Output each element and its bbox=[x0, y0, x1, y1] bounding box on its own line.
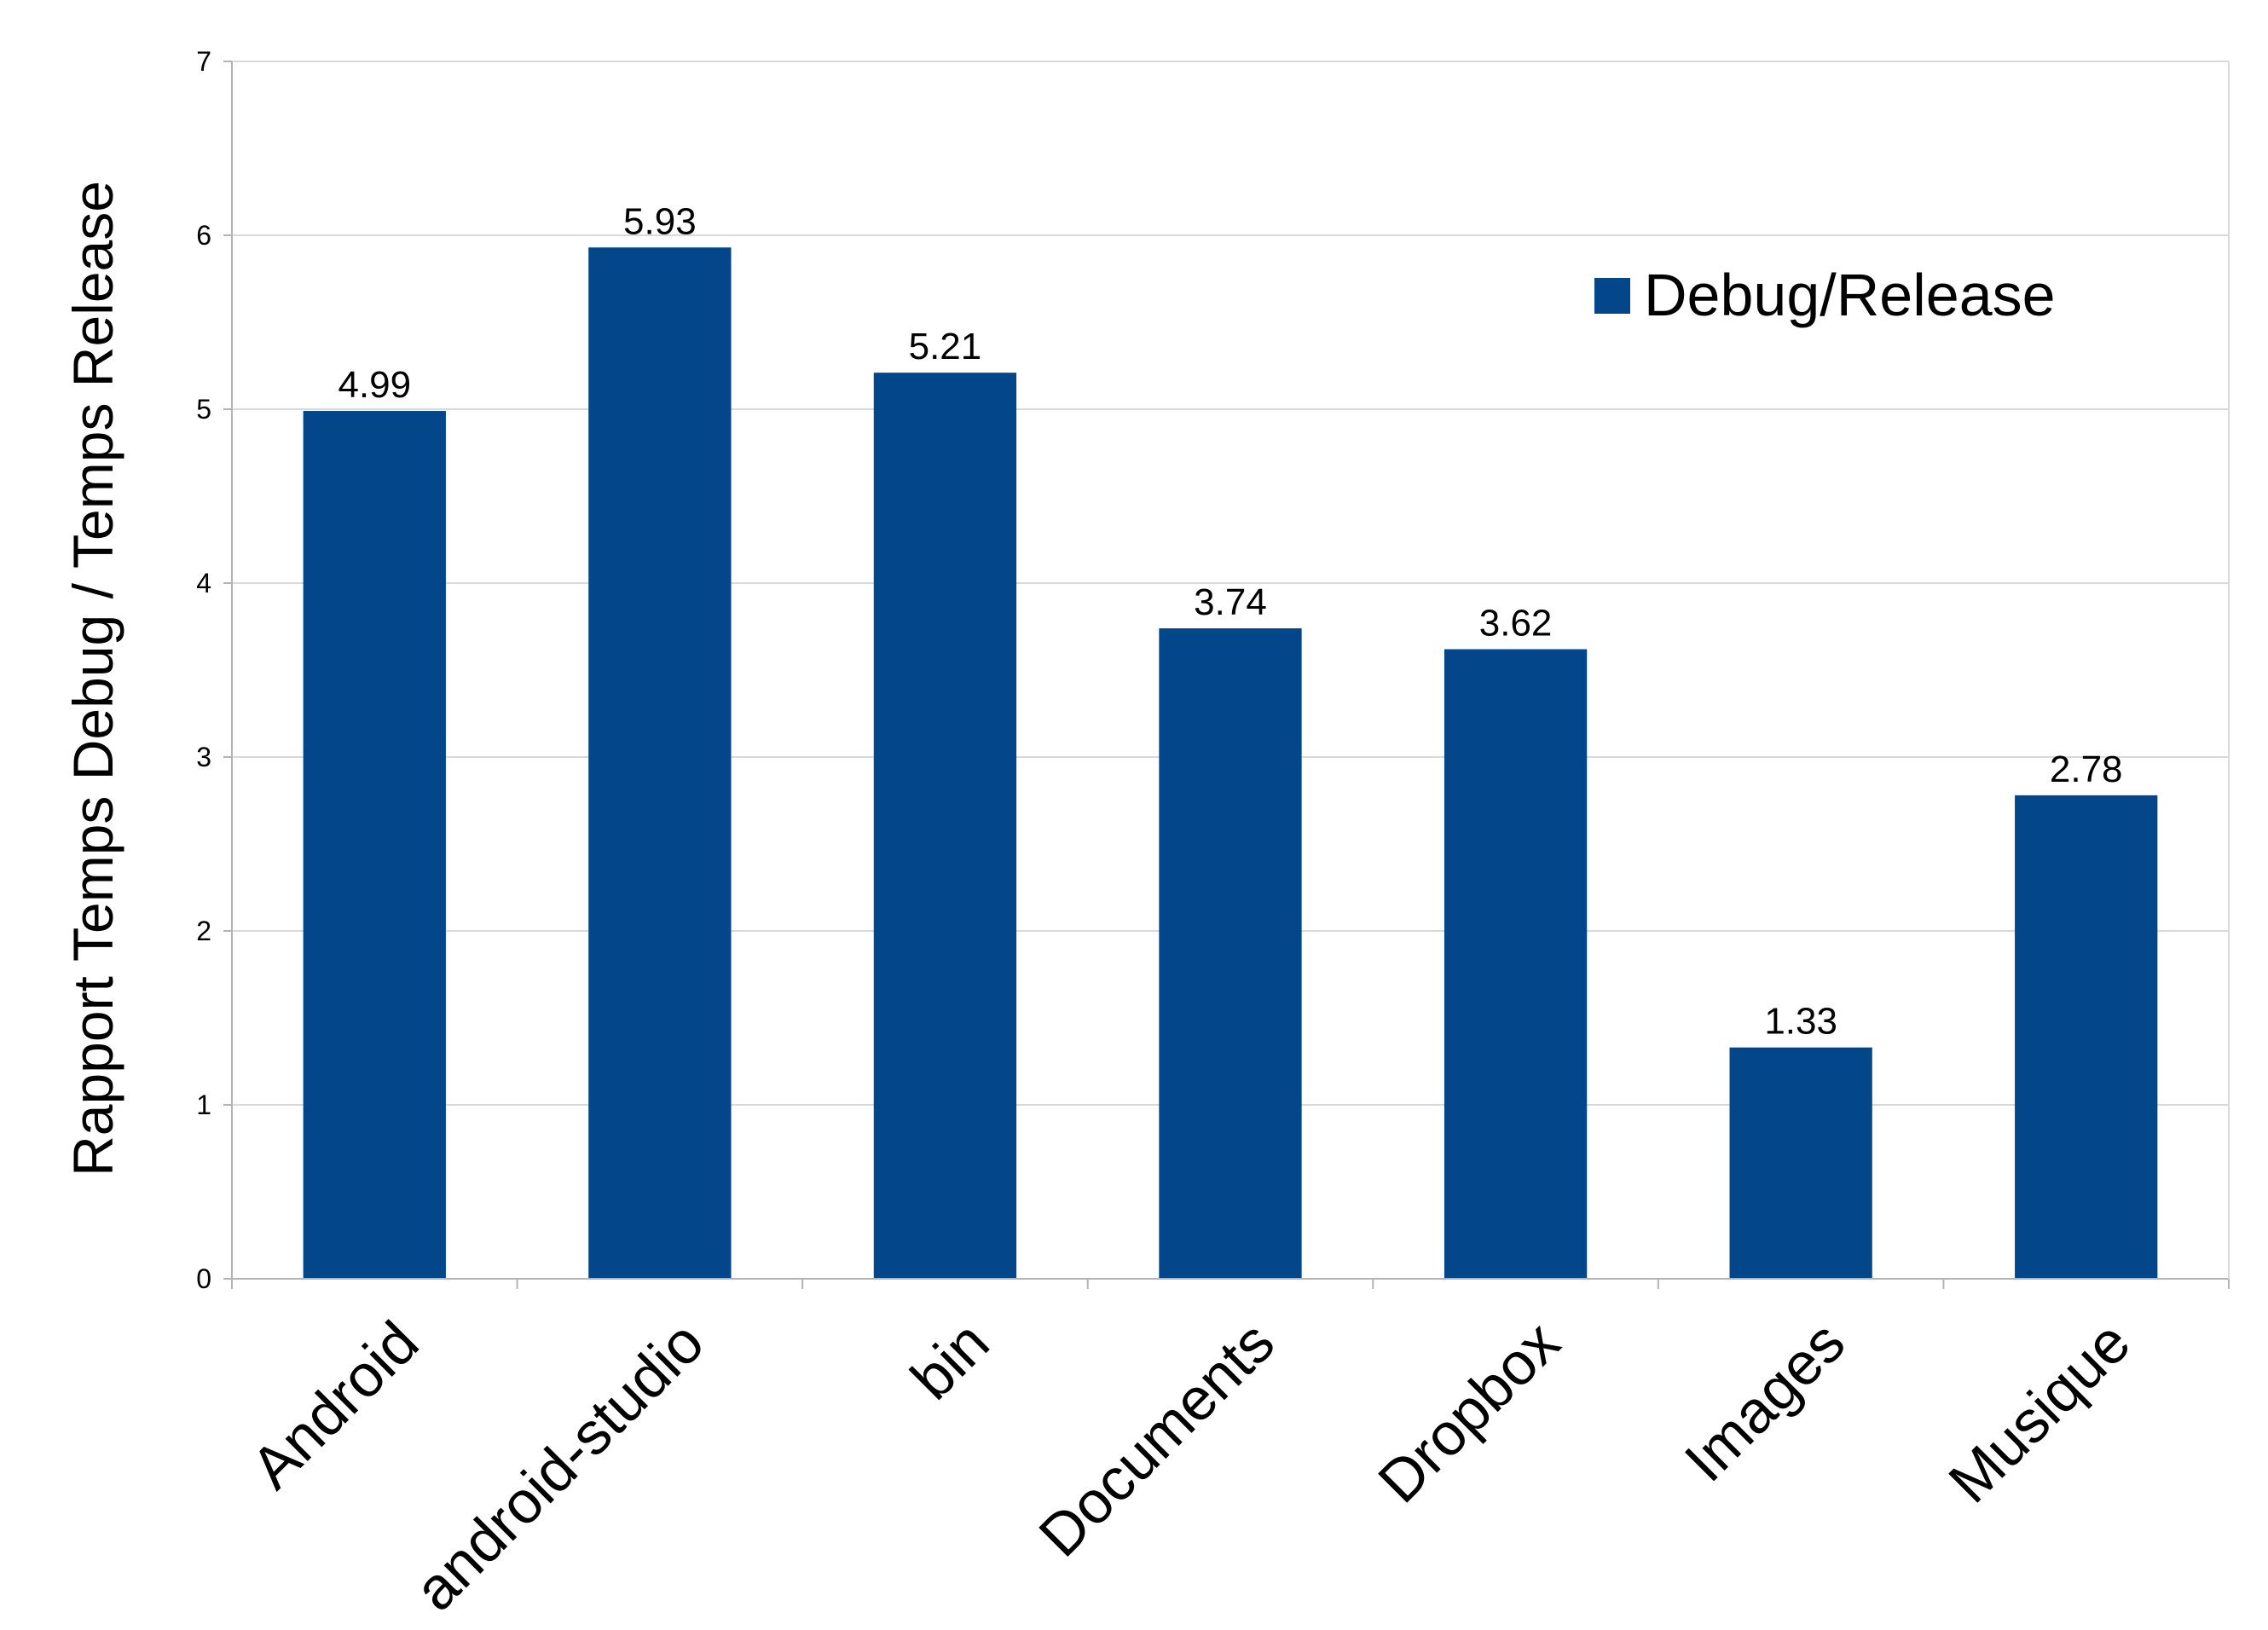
x-tick-label: android-studio bbox=[402, 1309, 716, 1623]
y-tick-label: 1 bbox=[196, 1090, 211, 1120]
y-tick-labels: 0 1 2 3 4 5 6 7 bbox=[196, 46, 211, 1294]
data-label: 5.21 bbox=[909, 326, 982, 367]
bar bbox=[873, 373, 1017, 1279]
y-tick-label: 5 bbox=[196, 394, 211, 425]
x-tick-label: Android bbox=[239, 1309, 431, 1501]
x-tick-label: Dropbox bbox=[1366, 1309, 1572, 1515]
bar bbox=[588, 247, 732, 1279]
data-label: 3.74 bbox=[1194, 581, 1267, 623]
y-tick-label: 7 bbox=[196, 46, 211, 77]
legend-swatch bbox=[1594, 278, 1630, 314]
bar bbox=[1444, 649, 1588, 1279]
data-label: 4.99 bbox=[338, 364, 411, 406]
y-tick-label: 6 bbox=[196, 220, 211, 251]
x-tick-label: Musique bbox=[1936, 1309, 2143, 1515]
y-tick-label: 0 bbox=[196, 1263, 211, 1294]
y-axis-label: Rapport Temps Debug / Temps Release bbox=[61, 181, 124, 1176]
data-label: 1.33 bbox=[1764, 1001, 1837, 1043]
bars bbox=[303, 247, 2158, 1279]
y-tick-label: 3 bbox=[196, 742, 211, 772]
bar bbox=[303, 411, 446, 1279]
data-labels: 4.99 5.93 5.21 3.74 3.62 1.33 2.78 bbox=[338, 200, 2122, 1042]
axes bbox=[223, 61, 2230, 1289]
x-tick-label: Documents bbox=[1027, 1309, 1287, 1569]
legend: Debug/Release bbox=[1594, 262, 2056, 328]
x-tick-label: Images bbox=[1672, 1309, 1857, 1494]
data-label: 3.62 bbox=[1479, 603, 1553, 644]
bar bbox=[1159, 628, 1302, 1279]
data-label: 5.93 bbox=[623, 200, 697, 242]
x-tick-label: bin bbox=[898, 1309, 1001, 1412]
y-tick-label: 4 bbox=[196, 568, 211, 598]
legend-label: Debug/Release bbox=[1644, 262, 2056, 328]
data-label: 2.78 bbox=[2050, 749, 2123, 790]
bar bbox=[2015, 795, 2158, 1279]
bar bbox=[1729, 1047, 1872, 1279]
y-tick-label: 2 bbox=[196, 916, 211, 946]
